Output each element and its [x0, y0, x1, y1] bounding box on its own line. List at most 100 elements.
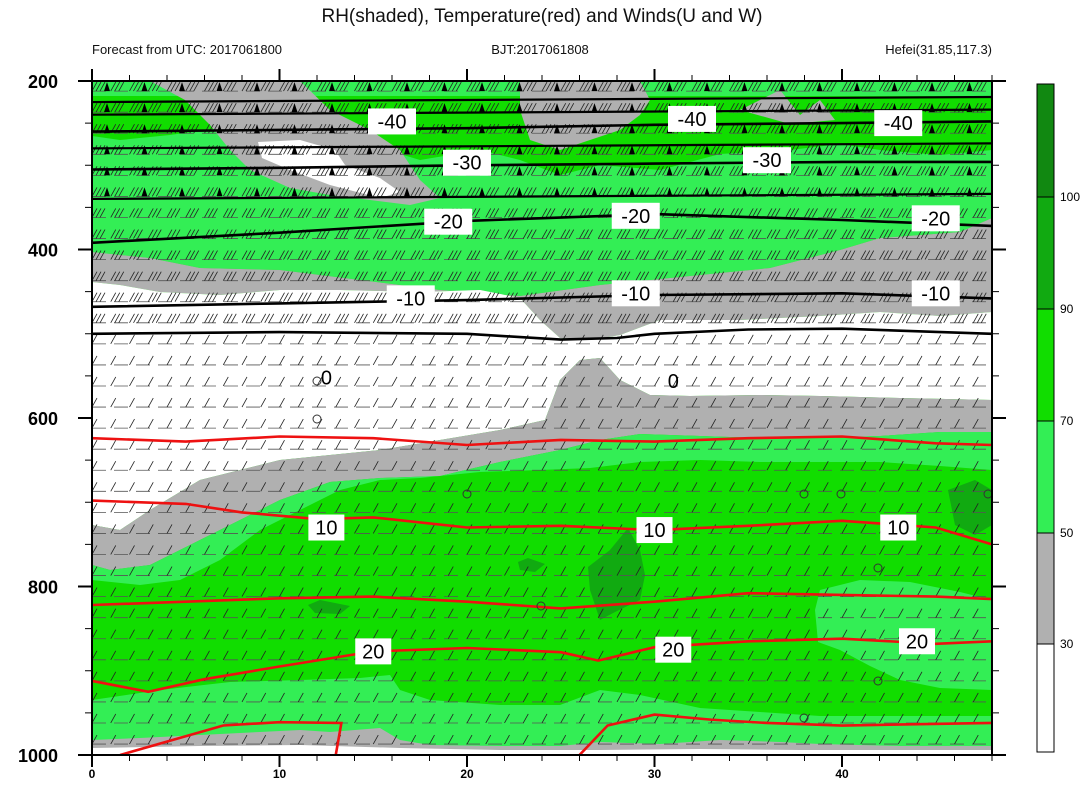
wind-barb	[954, 418, 960, 429]
wind-barb	[879, 250, 885, 260]
wind-barb	[166, 229, 173, 239]
wind-barb	[935, 608, 942, 618]
wind-barb	[1000, 103, 1005, 112]
wind-barb	[691, 671, 698, 682]
wind-barb	[530, 208, 537, 218]
wind-barb	[241, 334, 248, 345]
wind-barb	[222, 608, 229, 618]
wind-barb	[954, 334, 960, 345]
wind-barb	[860, 650, 867, 660]
wind-barb	[447, 376, 454, 387]
wind-barb	[935, 271, 942, 281]
wind-barb	[166, 692, 173, 703]
wind-barb	[245, 81, 252, 92]
wind-barb	[916, 313, 923, 323]
wind-barb	[466, 376, 473, 387]
wind-barb	[905, 292, 912, 302]
wind-barb	[812, 271, 818, 281]
wind-barb	[804, 418, 810, 429]
wind-barb	[110, 292, 117, 302]
wind-barb	[785, 713, 792, 724]
wind-barb	[766, 334, 773, 345]
wind-barb	[245, 250, 252, 260]
wind-barb	[429, 629, 435, 639]
wind-barb	[541, 397, 548, 408]
wind-barb	[662, 271, 668, 281]
wind-barb	[672, 587, 679, 597]
wind-barb	[560, 355, 567, 366]
wind-barb	[822, 629, 829, 639]
wind-barb	[587, 229, 593, 239]
wind-barb	[391, 418, 398, 429]
wind-barb	[616, 229, 623, 239]
wind-barb	[410, 397, 417, 408]
wind-barb	[133, 145, 139, 155]
wind-barb	[297, 587, 304, 597]
wind-barb	[680, 271, 687, 281]
wind-barb	[110, 692, 117, 703]
wind-barb	[654, 461, 660, 471]
wind-barb	[339, 229, 346, 239]
wind-barb	[343, 208, 350, 218]
wind-barb	[564, 166, 571, 176]
wind-barb	[241, 208, 248, 218]
wind-barb	[879, 271, 885, 281]
wind-barb	[635, 545, 642, 555]
wind-barb	[676, 229, 683, 239]
wind-barb	[635, 397, 642, 408]
wind-barb	[324, 208, 331, 218]
wind-barb	[916, 461, 923, 471]
wind-barb	[879, 145, 885, 155]
wind-pennant	[854, 166, 860, 176]
wind-barb	[485, 692, 492, 703]
wind-pennant	[366, 145, 373, 155]
wind-barb	[887, 250, 893, 260]
wind-barb	[579, 503, 585, 513]
wind-barb	[579, 545, 585, 555]
wind-barb	[129, 587, 135, 597]
wind-barb	[733, 81, 739, 92]
wind-barb	[391, 503, 398, 513]
wind-barb	[504, 566, 510, 576]
wind-barb	[897, 545, 904, 555]
wind-barb	[541, 482, 548, 492]
isotherm-label-text: 0	[321, 368, 332, 390]
wind-barb	[418, 81, 425, 92]
wind-barb	[897, 334, 904, 345]
wind-barb	[530, 229, 537, 239]
wind-barb	[260, 461, 267, 471]
wind-barb	[418, 313, 425, 323]
wind-barb	[785, 124, 792, 134]
wind-pennant	[591, 187, 598, 197]
wind-barb	[354, 81, 360, 92]
wind-barb	[883, 145, 889, 155]
wind-barb	[804, 334, 810, 345]
wind-barb	[916, 692, 923, 703]
wind-pennant	[516, 82, 523, 92]
wind-barb	[860, 355, 867, 366]
wind-barb	[466, 81, 473, 92]
wind-barb	[541, 545, 548, 555]
wind-barb	[512, 208, 518, 218]
wind-barb	[95, 250, 102, 260]
wind-barb	[568, 313, 575, 323]
wind-barb	[579, 81, 585, 92]
wind-barb	[804, 397, 810, 408]
wind-barb	[429, 187, 435, 197]
wind-barb	[789, 81, 796, 92]
isotherm-label-box	[443, 149, 491, 176]
wind-barb	[455, 271, 462, 281]
colorbar-label: 50	[1060, 526, 1074, 540]
wind-barb	[864, 208, 871, 218]
wind-barb	[189, 292, 196, 302]
wind-barb	[137, 313, 143, 323]
wind-barb	[429, 692, 435, 703]
wind-barb	[110, 671, 117, 682]
wind-barb	[316, 461, 323, 471]
wind-barb	[560, 81, 567, 92]
wind-barb	[110, 587, 117, 597]
wind-barb	[564, 313, 571, 323]
wind-barb	[151, 250, 158, 260]
wind-barb	[785, 608, 792, 618]
